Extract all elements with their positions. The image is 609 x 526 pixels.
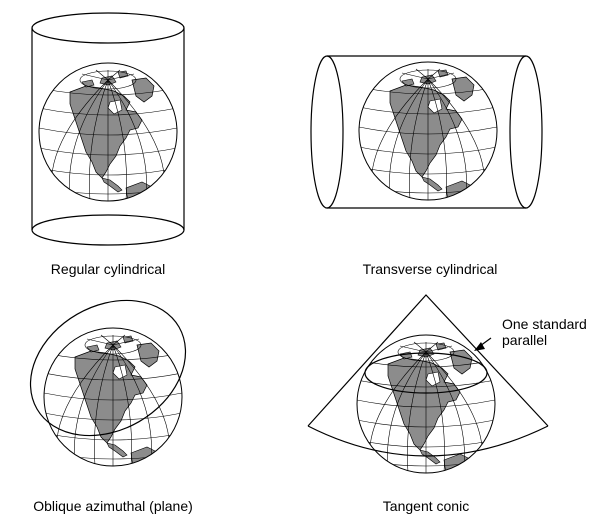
annotation-line-2: parallel — [502, 332, 547, 348]
label-regular-cylindrical: Regular cylindrical — [51, 261, 165, 277]
label-oblique-azimuthal: Oblique azimuthal (plane) — [33, 498, 193, 514]
cylinder-top-ellipse — [31, 12, 185, 44]
globe-conic — [357, 335, 495, 474]
cone-base-arc — [307, 425, 549, 457]
cone-sides — [307, 294, 549, 427]
label-tangent-conic: Tangent conic — [383, 498, 469, 514]
cylinder-left-ellipse — [310, 55, 344, 209]
annotation-arrowhead — [474, 342, 485, 351]
label-transverse-cylindrical: Transverse cylindrical — [363, 261, 498, 277]
globe-transverse — [359, 62, 497, 201]
cylinder-bottom-ellipse — [31, 214, 185, 246]
panel-oblique-azimuthal: Oblique azimuthal (plane) — [29, 299, 193, 514]
annotation-line-1: One standard — [502, 316, 587, 332]
panel-transverse-cylindrical: Transverse cylindrical — [310, 55, 543, 277]
standard-parallel-ellipse — [364, 352, 488, 394]
tangent-plane-ellipse — [29, 299, 187, 437]
globe-oblique — [44, 328, 182, 467]
panel-regular-cylindrical: Regular cylindrical — [31, 12, 185, 277]
globe-regular — [39, 63, 177, 202]
panel-tangent-conic: One standard parallel Tangent conic — [307, 294, 587, 514]
cylinder-right-ellipse — [509, 55, 543, 209]
